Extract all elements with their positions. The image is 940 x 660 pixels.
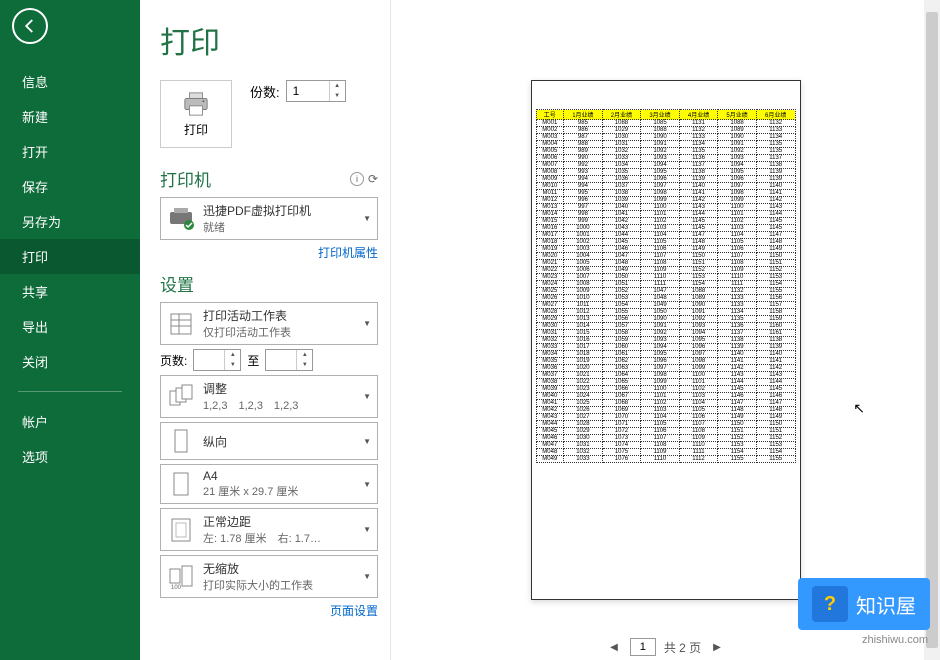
pages-to-label: 至 — [247, 352, 259, 369]
setting-title: 纵向 — [203, 433, 351, 450]
chevron-down-icon: ▼ — [363, 319, 371, 328]
print-button[interactable]: 打印 — [160, 80, 232, 148]
next-page-button[interactable]: ▶ — [709, 640, 725, 655]
chevron-down-icon: ▼ — [363, 392, 371, 401]
printer-status-icon — [167, 205, 195, 233]
setting-dropdown-0[interactable]: 打印活动工作表仅打印活动工作表 ▼ — [160, 302, 378, 345]
sidebar-item-7[interactable]: 导出 — [0, 309, 140, 344]
page-from-spinner[interactable]: ▲▼ — [193, 349, 241, 371]
copies-input[interactable] — [287, 84, 327, 98]
setting-dropdown-4[interactable]: 正常边距左: 1.78 厘米 右: 1.7… ▼ — [160, 508, 378, 551]
preview-scrollbar[interactable] — [924, 0, 940, 660]
sidebar-item-5[interactable]: 打印 — [0, 239, 140, 274]
svg-text:100: 100 — [171, 585, 182, 591]
setting-sub: 21 厘米 x 29.7 厘米 — [203, 483, 351, 499]
setting-sub: 左: 1.78 厘米 右: 1.7… — [203, 530, 351, 546]
sidebar-item-3[interactable]: 保存 — [0, 169, 140, 204]
print-preview-panel: 工号1月业绩2月业绩3月业绩4月业绩5月业绩6月业绩M0019851088108… — [390, 0, 940, 660]
setting-dropdown-3[interactable]: A421 厘米 x 29.7 厘米 ▼ — [160, 464, 378, 504]
watermark-icon: ? — [812, 586, 848, 622]
copies-spinner[interactable]: ▲ ▼ — [286, 80, 346, 102]
page-setup-link[interactable]: 页面设置 — [160, 602, 378, 619]
sidebar-item-1[interactable]: 新建 — [0, 99, 140, 134]
printer-status: 就绪 — [203, 219, 351, 235]
copies-down[interactable]: ▼ — [330, 91, 345, 101]
scale-icon: 100 — [167, 563, 195, 591]
page-total-label: 共 2 页 — [664, 639, 701, 656]
setting-dropdown-2[interactable]: 纵向 ▼ — [160, 422, 378, 460]
preview-table: 工号1月业绩2月业绩3月业绩4月业绩5月业绩6月业绩M0019851088108… — [536, 109, 796, 463]
watermark-url: zhishiwu.com — [862, 634, 928, 646]
refresh-icon[interactable]: ⟳ — [368, 172, 378, 186]
chevron-down-icon: ▼ — [363, 214, 371, 223]
copies-label: 份数: — [250, 82, 280, 101]
sheet-icon — [167, 310, 195, 338]
printer-name: 迅捷PDF虚拟打印机 — [203, 202, 351, 219]
page-to-spinner[interactable]: ▲▼ — [265, 349, 313, 371]
setting-title: 打印活动工作表 — [203, 307, 351, 324]
print-button-label: 打印 — [184, 121, 208, 138]
info-icon[interactable]: i — [350, 172, 364, 186]
setting-title: A4 — [203, 469, 351, 483]
pages-label: 页数: — [160, 352, 187, 369]
setting-title: 调整 — [203, 380, 351, 397]
page-number-input[interactable] — [630, 638, 656, 656]
preview-page: 工号1月业绩2月业绩3月业绩4月业绩5月业绩6月业绩M0019851088108… — [531, 80, 801, 600]
sidebar-item-6[interactable]: 共享 — [0, 274, 140, 309]
printer-section-title: 打印机 — [160, 166, 211, 191]
setting-sub: 1,2,3 1,2,3 1,2,3 — [203, 397, 351, 413]
chevron-down-icon: ▼ — [363, 437, 371, 446]
printer-dropdown[interactable]: 迅捷PDF虚拟打印机 就绪 ▼ — [160, 197, 378, 240]
prev-page-button[interactable]: ◀ — [606, 640, 622, 655]
page-icon — [167, 470, 195, 498]
portrait-icon — [167, 427, 195, 455]
chevron-down-icon: ▼ — [363, 480, 371, 489]
sidebar-bottom-0[interactable]: 帐户 — [0, 404, 140, 439]
setting-sub: 仅打印活动工作表 — [203, 324, 351, 340]
setting-dropdown-5[interactable]: 100 无缩放打印实际大小的工作表 ▼ — [160, 555, 378, 598]
setting-sub: 打印实际大小的工作表 — [203, 577, 351, 593]
setting-dropdown-1[interactable]: 调整1,2,3 1,2,3 1,2,3 ▼ — [160, 375, 378, 418]
sidebar-item-8[interactable]: 关闭 — [0, 344, 140, 379]
backstage-sidebar: 信息新建打开保存另存为打印共享导出关闭 帐户选项 — [0, 0, 140, 660]
chevron-down-icon: ▼ — [363, 572, 371, 581]
watermark-text: 知识屋 — [856, 590, 916, 619]
back-button[interactable] — [12, 8, 48, 44]
chevron-down-icon: ▼ — [363, 525, 371, 534]
sidebar-item-4[interactable]: 另存为 — [0, 204, 140, 239]
sidebar-bottom-1[interactable]: 选项 — [0, 439, 140, 474]
setting-title: 无缩放 — [203, 560, 351, 577]
sidebar-divider — [18, 391, 122, 392]
printer-properties-link[interactable]: 打印机属性 — [160, 244, 378, 261]
back-arrow-icon — [21, 17, 39, 35]
page-title: 打印 — [160, 18, 378, 62]
settings-section-title: 设置 — [160, 271, 194, 296]
watermark-badge: ? 知识屋 — [798, 578, 930, 630]
preview-pager: ◀ 共 2 页 ▶ — [391, 634, 940, 660]
sidebar-item-2[interactable]: 打开 — [0, 134, 140, 169]
margins-icon — [167, 516, 195, 544]
printer-icon — [181, 91, 211, 117]
sidebar-item-0[interactable]: 信息 — [0, 64, 140, 99]
print-settings-panel: 打印 打印 份数: ▲ — [140, 0, 390, 660]
collate-icon — [167, 383, 195, 411]
setting-title: 正常边距 — [203, 513, 351, 530]
copies-up[interactable]: ▲ — [330, 81, 345, 91]
